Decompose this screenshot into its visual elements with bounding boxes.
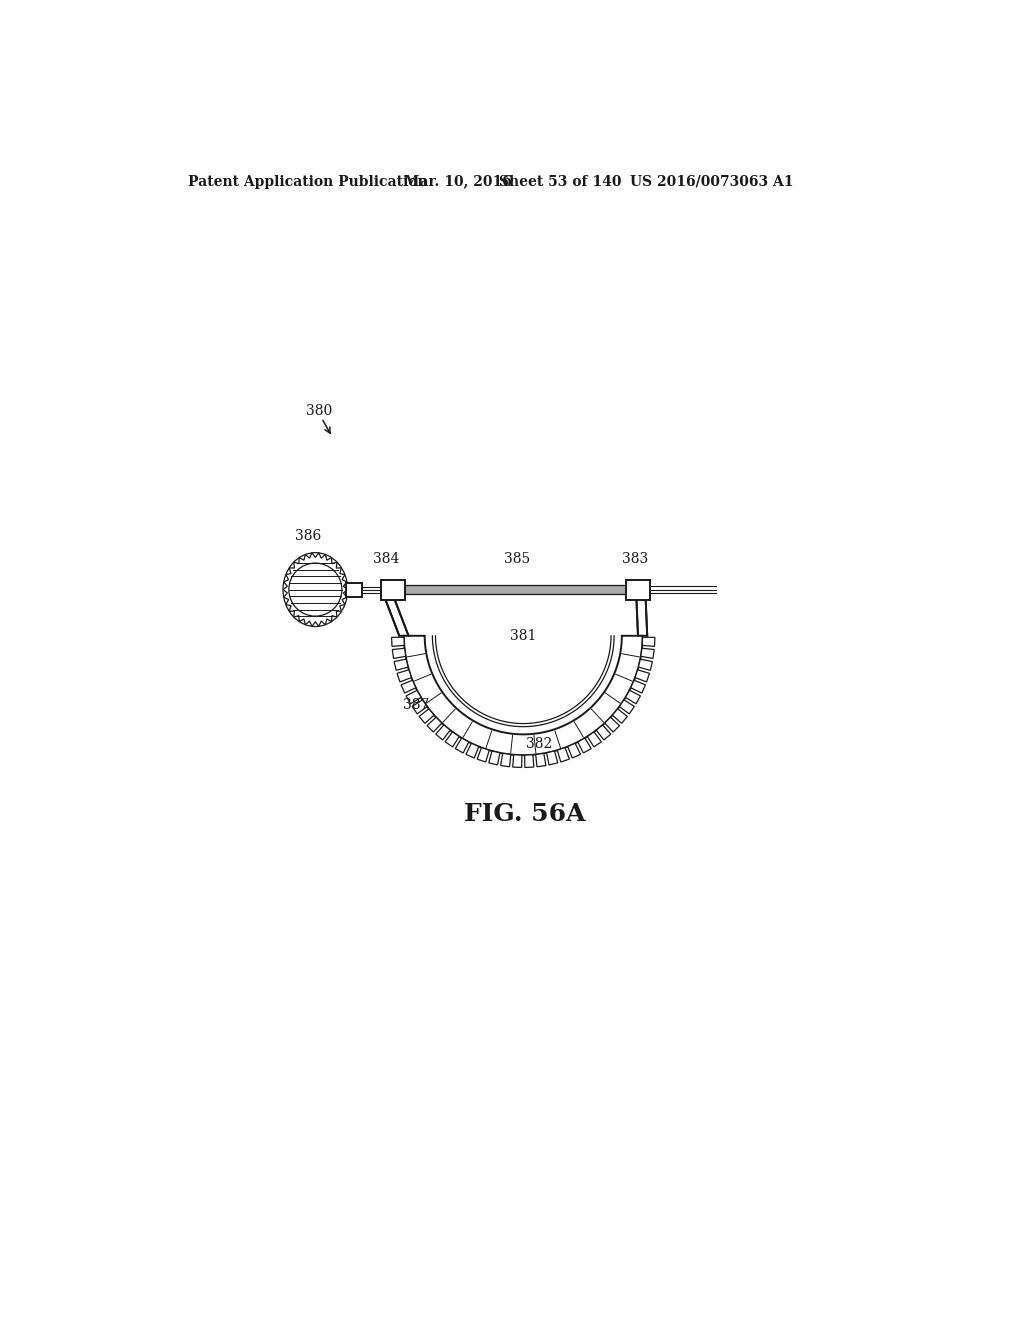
Polygon shape	[403, 636, 643, 755]
Polygon shape	[477, 747, 489, 762]
Polygon shape	[397, 669, 412, 682]
Text: Patent Application Publication: Patent Application Publication	[188, 174, 428, 189]
Polygon shape	[605, 717, 620, 733]
Polygon shape	[557, 747, 569, 762]
Polygon shape	[524, 755, 534, 767]
Polygon shape	[501, 754, 511, 767]
Text: FIG. 56A: FIG. 56A	[464, 803, 586, 826]
Text: 385: 385	[504, 552, 530, 566]
Polygon shape	[547, 751, 558, 764]
Text: Mar. 10, 2016: Mar. 10, 2016	[403, 174, 512, 189]
Polygon shape	[412, 700, 427, 714]
Polygon shape	[638, 659, 652, 671]
Polygon shape	[596, 725, 610, 741]
FancyBboxPatch shape	[381, 579, 406, 599]
Polygon shape	[488, 751, 500, 764]
Polygon shape	[620, 700, 635, 714]
Text: 387: 387	[403, 698, 429, 711]
Polygon shape	[392, 648, 406, 659]
Polygon shape	[456, 738, 469, 752]
Polygon shape	[536, 754, 546, 767]
Polygon shape	[513, 755, 522, 767]
Polygon shape	[588, 731, 601, 747]
Polygon shape	[283, 553, 348, 627]
Polygon shape	[642, 638, 655, 647]
Polygon shape	[427, 717, 441, 733]
FancyBboxPatch shape	[385, 585, 646, 594]
Text: 382: 382	[525, 737, 552, 751]
Polygon shape	[436, 725, 451, 741]
Text: 386: 386	[295, 529, 322, 543]
Polygon shape	[578, 738, 591, 752]
Polygon shape	[394, 659, 409, 671]
FancyBboxPatch shape	[626, 579, 650, 599]
Polygon shape	[385, 599, 409, 636]
Text: 381: 381	[510, 628, 537, 643]
Polygon shape	[445, 731, 459, 747]
Text: 384: 384	[373, 552, 399, 566]
Polygon shape	[401, 680, 416, 693]
FancyBboxPatch shape	[346, 582, 361, 597]
Polygon shape	[567, 743, 581, 758]
Polygon shape	[641, 648, 654, 659]
Polygon shape	[419, 709, 434, 723]
Polygon shape	[391, 638, 404, 647]
Text: US 2016/0073063 A1: US 2016/0073063 A1	[630, 174, 793, 189]
Text: Sheet 53 of 140: Sheet 53 of 140	[499, 174, 622, 189]
Polygon shape	[637, 599, 647, 636]
Text: 383: 383	[622, 552, 648, 566]
Polygon shape	[631, 680, 645, 693]
Polygon shape	[626, 690, 640, 704]
Polygon shape	[466, 743, 479, 758]
Text: 380: 380	[306, 404, 333, 418]
Polygon shape	[407, 690, 421, 704]
Polygon shape	[635, 669, 649, 682]
Polygon shape	[612, 709, 628, 723]
